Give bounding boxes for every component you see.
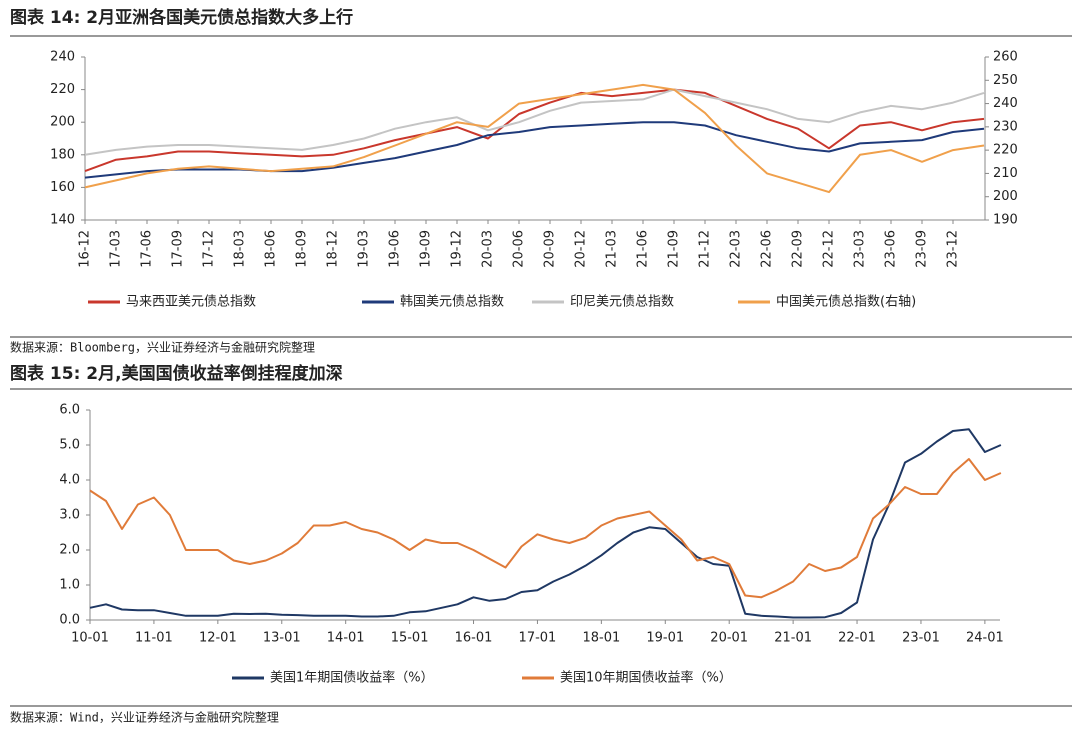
- x-tick-label: 22-09: [791, 230, 806, 268]
- x-tick-label: 17-09: [171, 230, 186, 268]
- y2-tick-label: 260: [993, 50, 1018, 65]
- x-tick-label: 23-09: [915, 230, 930, 268]
- x-tick-label: 18-09: [295, 230, 310, 268]
- y-tick-label: 160: [50, 180, 75, 195]
- y2-tick-label: 250: [993, 73, 1018, 88]
- x-tick-label: 22-03: [729, 230, 744, 268]
- source-note: 数据来源：Bloomberg，兴业证券经济与金融研究院整理: [10, 340, 315, 355]
- x-tick-label: 20-09: [543, 230, 558, 268]
- x-tick-label: 22-01: [838, 631, 876, 646]
- series-line: [84, 121, 985, 179]
- series-line: [84, 88, 985, 156]
- y-tick-label: 140: [50, 213, 75, 228]
- x-tick-label: 22-06: [760, 230, 775, 268]
- x-tick-label: 19-09: [419, 230, 434, 268]
- x-tick-label: 16-01: [455, 631, 493, 646]
- x-tick-label: 18-12: [326, 230, 341, 268]
- y-tick-label: 200: [50, 115, 75, 130]
- legend-label: 印尼美元债总指数: [570, 295, 674, 310]
- x-tick-label: 22-12: [822, 230, 837, 268]
- x-tick-label: 18-01: [582, 631, 620, 646]
- x-tick-label: 19-03: [357, 230, 372, 268]
- x-tick-label: 24-01: [966, 631, 1004, 646]
- chart-title: 图表 15: 2月,美国国债收益率倒挂程度加深: [10, 363, 343, 384]
- y-tick-label: 5.0: [59, 438, 80, 453]
- series-line: [89, 428, 1002, 619]
- y-tick-label: 240: [50, 50, 75, 65]
- x-tick-label: 18-03: [233, 230, 248, 268]
- x-tick-label: 20-12: [574, 230, 589, 268]
- y-tick-label: 0.0: [59, 613, 80, 628]
- legend-label: 马来西亚美元债总指数: [126, 295, 256, 310]
- y-tick-label: 4.0: [59, 473, 80, 488]
- y-tick-label: 6.0: [59, 403, 80, 418]
- x-tick-label: 19-01: [646, 631, 684, 646]
- x-tick-label: 20-03: [481, 230, 496, 268]
- x-tick-label: 20-06: [512, 230, 527, 268]
- legend-label: 中国美元债总指数(右轴): [776, 295, 916, 310]
- x-tick-label: 11-01: [135, 631, 173, 646]
- y-tick-label: 1.0: [59, 578, 80, 593]
- x-tick-label: 17-12: [202, 230, 217, 268]
- legend-label: 美国10年期国债收益率（%）: [560, 670, 732, 686]
- series-line: [84, 83, 985, 194]
- x-tick-label: 23-01: [902, 631, 940, 646]
- x-tick-label: 15-01: [391, 631, 429, 646]
- x-tick-label: 21-01: [774, 631, 812, 646]
- x-tick-label: 16-12: [78, 230, 93, 268]
- x-tick-label: 12-01: [199, 631, 237, 646]
- x-tick-label: 21-12: [698, 230, 713, 268]
- x-tick-label: 10-01: [71, 631, 109, 646]
- legend-label: 韩国美元债总指数: [400, 295, 504, 310]
- x-tick-label: 18-06: [264, 230, 279, 268]
- x-tick-label: 17-06: [140, 230, 155, 268]
- x-tick-label: 17-03: [109, 230, 124, 268]
- x-tick-label: 23-06: [884, 230, 899, 268]
- source-note: 数据来源：Wind，兴业证券经济与金融研究院整理: [10, 710, 279, 725]
- x-tick-label: 19-12: [450, 230, 465, 268]
- x-tick-label: 21-03: [605, 230, 620, 268]
- chart-title: 图表 14: 2月亚洲各国美元债总指数大多上行: [10, 7, 353, 28]
- x-tick-label: 21-09: [667, 230, 682, 268]
- series-line: [89, 458, 1002, 599]
- legend-label: 美国1年期国债收益率（%）: [270, 670, 434, 686]
- y-tick-label: 2.0: [59, 543, 80, 558]
- y2-tick-label: 190: [993, 213, 1018, 228]
- y2-tick-label: 210: [993, 166, 1018, 181]
- y2-tick-label: 240: [993, 96, 1018, 111]
- y2-tick-label: 200: [993, 189, 1018, 204]
- y2-tick-label: 220: [993, 143, 1018, 158]
- x-tick-label: 23-12: [946, 230, 961, 268]
- x-tick-label: 14-01: [327, 631, 365, 646]
- x-tick-label: 20-01: [710, 631, 748, 646]
- series-line: [84, 88, 985, 173]
- x-tick-label: 13-01: [263, 631, 301, 646]
- y-tick-label: 3.0: [59, 508, 80, 523]
- x-tick-label: 23-03: [853, 230, 868, 268]
- y-tick-label: 220: [50, 82, 75, 97]
- y-tick-label: 180: [50, 147, 75, 162]
- y2-tick-label: 230: [993, 119, 1018, 134]
- x-tick-label: 21-06: [636, 230, 651, 268]
- x-tick-label: 19-06: [388, 230, 403, 268]
- x-tick-label: 17-01: [519, 631, 557, 646]
